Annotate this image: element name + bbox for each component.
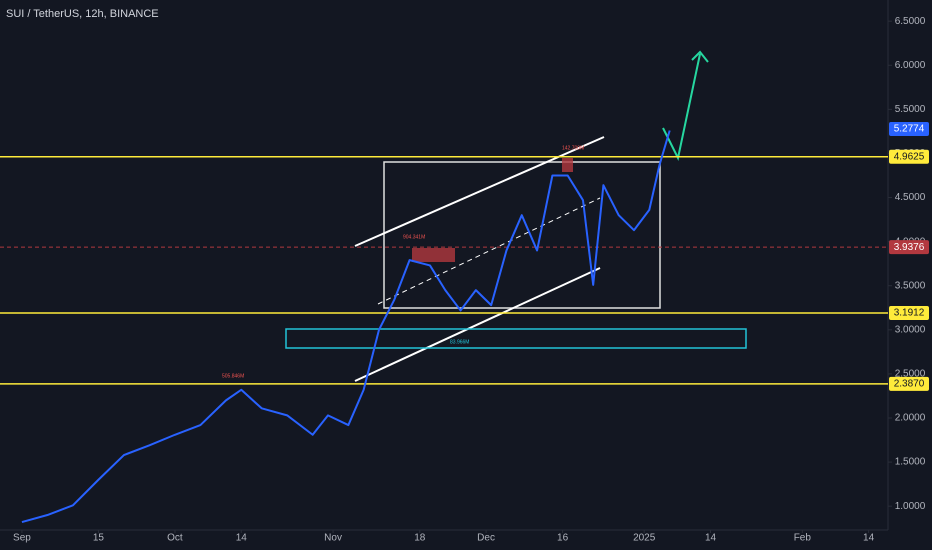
y-tick-label: 5.5000	[895, 104, 926, 115]
x-tick-label: Sep	[13, 533, 31, 544]
annotation: 83.966M	[450, 339, 469, 345]
y-tick-label: 6.0000	[895, 60, 926, 71]
x-tick-label: 2025	[633, 533, 656, 544]
annotation: 505.846M	[222, 373, 244, 379]
x-tick-label: 18	[414, 533, 426, 544]
channel-top	[354, 136, 605, 247]
price-label: 3.9376	[894, 242, 925, 253]
x-tick-label: Feb	[794, 533, 812, 544]
price-label: 5.2774	[894, 124, 925, 135]
y-tick-label: 3.0000	[895, 324, 926, 335]
price-label: 3.1912	[894, 308, 925, 319]
price-label: 4.9625	[894, 151, 925, 162]
annotation: 142.700M	[562, 145, 584, 151]
x-tick-label: Nov	[324, 533, 342, 544]
price-label-bg	[889, 149, 929, 164]
channel-bottom	[354, 267, 601, 382]
y-tick-label: 3.5000	[895, 280, 926, 291]
price-label-bg	[889, 305, 929, 320]
y-tick-label: 6.5000	[895, 16, 926, 27]
y-tick-label: 2.0000	[895, 413, 926, 424]
x-tick-label: 14	[236, 533, 248, 544]
price-label-bg	[889, 240, 929, 255]
arrow-head	[691, 50, 709, 63]
x-tick-label: 16	[557, 533, 569, 544]
chart-title: SUI / TetherUS, 12h, BINANCE	[6, 8, 159, 20]
range-box	[383, 161, 661, 309]
supply-box	[562, 158, 573, 172]
price-line	[21, 130, 671, 524]
price-label: 2.3870	[894, 379, 925, 390]
x-tick-label: Dec	[477, 533, 495, 544]
y-tick-label: 2.5000	[895, 369, 926, 380]
supply-box	[412, 248, 455, 262]
price-label-bg	[889, 376, 929, 391]
support-zone	[285, 328, 747, 349]
y-tick-label: 4.5000	[895, 192, 926, 203]
y-tick-label: 1.0000	[895, 501, 926, 512]
y-tick-label: 1.5000	[895, 457, 926, 468]
annotation: 904.341M	[403, 234, 425, 240]
x-tick-label: 14	[863, 533, 875, 544]
x-tick-label: 15	[93, 533, 105, 544]
x-tick-label: Oct	[167, 533, 183, 544]
x-tick-label: 14	[705, 533, 717, 544]
price-label-bg	[889, 121, 929, 136]
